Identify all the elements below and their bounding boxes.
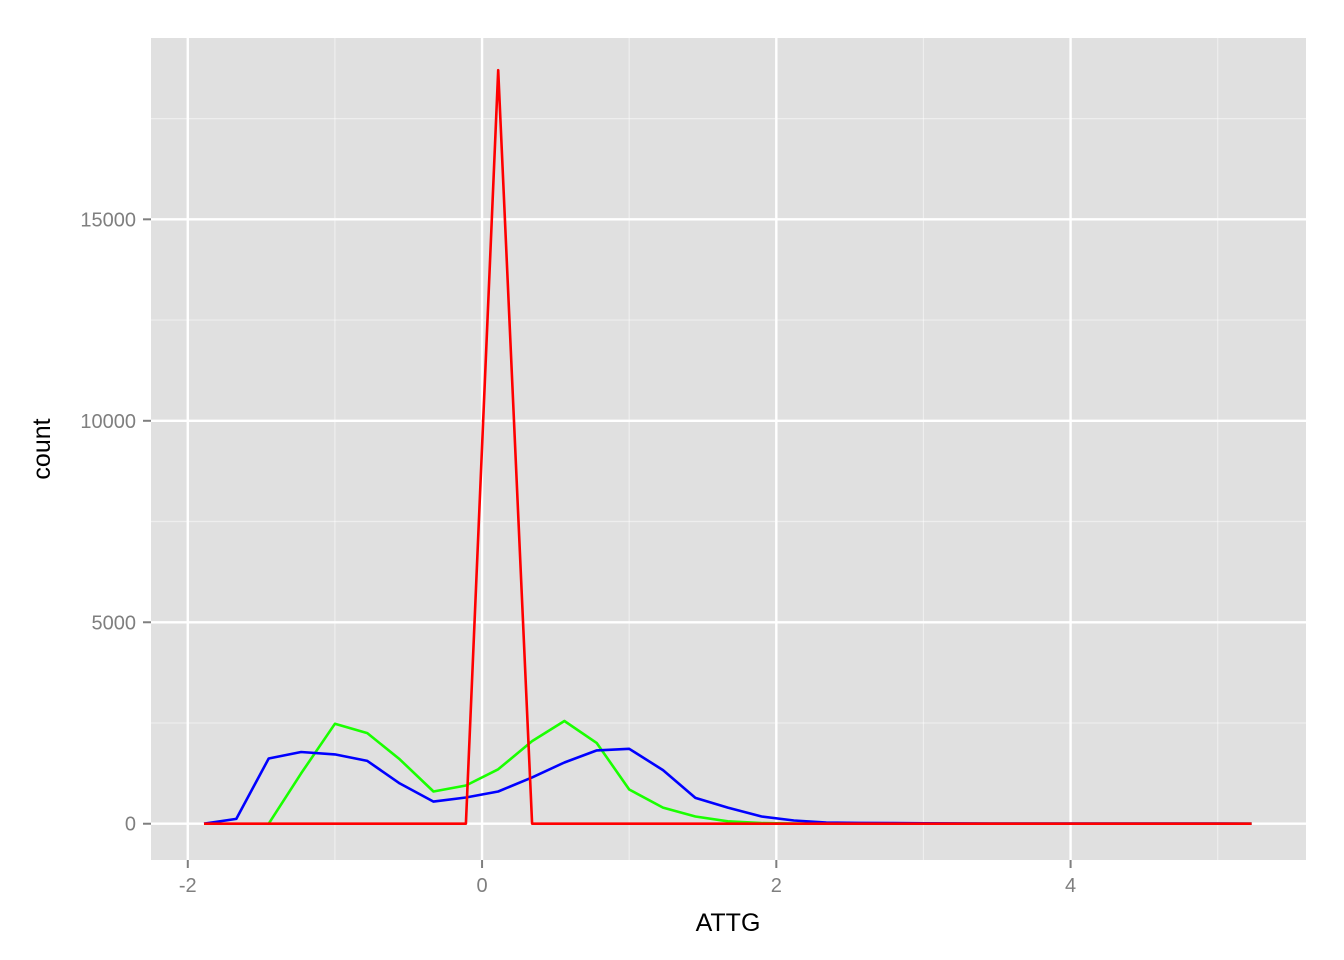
x-tick-label: -2 [179,875,197,897]
y-tick-label: 5000 [92,612,137,634]
y-tick-label: 0 [125,814,136,836]
series-layer [203,68,1252,826]
y-tick-label: 15000 [80,209,136,231]
x-tick-label: 0 [476,875,487,897]
y-tick-label: 10000 [80,411,136,433]
plot-panel [151,38,1306,860]
axes: -2 0 2 4 0 5000 10000 15000 [80,209,1076,897]
x-axis-title: ATTG [696,909,761,937]
y-axis-title: count [28,418,56,479]
minor-gridlines [151,38,1306,860]
series-line-red [204,68,1252,826]
x-tick-label: 4 [1065,875,1076,897]
x-tick-label: 2 [771,875,782,897]
